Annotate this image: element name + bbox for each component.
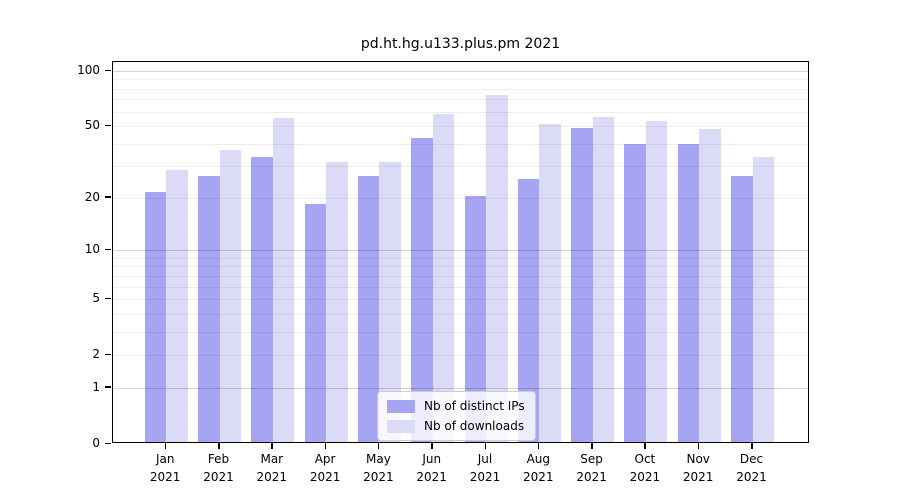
bar-ips-jan: [144, 192, 167, 442]
bar-downloads-nov: [699, 129, 721, 442]
distinct-ips-swatch: [387, 399, 415, 413]
gridline-minor-9: [113, 257, 808, 259]
bar-ips-sep: [571, 127, 593, 442]
legend-entry-distinct-ips: Nb of distinct IPs: [387, 399, 525, 413]
x-tick-label-nov: Nov 2021: [682, 452, 714, 484]
bar-ips-mar: [251, 157, 273, 442]
x-tick-label-aug: Aug 2021: [523, 452, 554, 484]
x-tick-label-oct: Oct 2021: [629, 452, 661, 484]
gridline-minor-5: [113, 299, 808, 301]
bar-downloads-oct: [645, 121, 668, 442]
y-tick-100: [105, 69, 111, 71]
x-tick-nov: [697, 443, 700, 449]
bar-ips-oct: [624, 143, 646, 442]
gridline-minor-30: [113, 166, 808, 168]
x-tick-feb: [218, 443, 220, 449]
gridline-minor-80: [113, 88, 808, 90]
x-tick-label-apr: Apr 2021: [309, 452, 341, 484]
y-tick-label-20: 20: [84, 189, 100, 204]
y-tick-50: [105, 124, 111, 127]
bar-downloads-sep: [592, 116, 615, 442]
y-tick-10: [105, 248, 111, 251]
bar-downloads-may: [379, 161, 401, 442]
y-tick-0: [105, 442, 111, 444]
bar-ips-nov: [677, 143, 700, 442]
gridline-minor-7: [113, 275, 808, 277]
bar-ips-apr: [304, 204, 327, 442]
y-tick-20: [105, 196, 111, 198]
gridline-minor-3: [113, 331, 808, 333]
y-tick-5: [105, 297, 111, 300]
x-tick-jul: [484, 443, 486, 449]
gridline-minor-90: [113, 79, 808, 81]
y-tick-label-100: 100: [77, 63, 100, 77]
x-tick-label-jun: Jun 2021: [416, 452, 447, 484]
bar-ips-aug: [517, 178, 540, 442]
y-tick-label-5: 5: [92, 291, 100, 306]
gridline-minor-6: [113, 286, 808, 288]
gridline-minor-60: [113, 111, 808, 113]
y-tick-label-1: 1: [92, 379, 100, 394]
x-tick-label-may: May 2021: [363, 452, 394, 484]
x-tick-sep: [591, 443, 593, 449]
gridline-minor-70: [113, 99, 808, 101]
bar-downloads-jan: [166, 169, 188, 442]
bar-downloads-apr: [326, 161, 348, 442]
gridline-minor-2: [113, 355, 808, 357]
legend: Nb of distinct IPs Nb of downloads: [377, 391, 536, 441]
bar-downloads-jul: [486, 95, 508, 442]
x-tick-dec: [751, 443, 753, 449]
gridline-major-100: [113, 71, 808, 72]
plot-area: [112, 61, 809, 443]
bar-downloads-dec: [752, 157, 774, 442]
gridline-minor-4: [113, 313, 808, 315]
y-tick-label-50: 50: [84, 118, 100, 133]
y-tick-label-2: 2: [92, 347, 100, 362]
bar-downloads-feb: [219, 150, 241, 442]
gridline-minor-20: [113, 197, 808, 199]
y-tick-label-10: 10: [84, 242, 100, 257]
bar-downloads-aug: [539, 124, 561, 442]
x-tick-aug: [537, 443, 540, 449]
x-tick-oct: [644, 443, 646, 449]
legend-label-downloads: Nb of downloads: [424, 419, 525, 433]
x-tick-label-jan: Jan 2021: [149, 452, 181, 484]
x-tick-label-mar: Mar 2021: [256, 452, 288, 484]
y-tick-1: [105, 386, 111, 388]
x-tick-label-jul: Jul 2021: [469, 452, 501, 484]
x-tick-jun: [431, 443, 433, 449]
gridline-minor-40: [113, 143, 808, 145]
legend-label-distinct-ips: Nb of distinct IPs: [424, 399, 525, 413]
x-tick-label-feb: Feb 2021: [203, 452, 234, 484]
gridline-major-10: [113, 250, 808, 252]
gridline-minor-8: [113, 266, 808, 268]
chart-title: pd.ht.hg.u133.plus.pm 2021: [360, 36, 561, 52]
bar-ips-jul: [464, 195, 486, 442]
bar-ips-feb: [198, 175, 220, 442]
y-tick-2: [105, 353, 111, 356]
x-tick-jan: [164, 443, 167, 449]
bar-ips-jun: [411, 138, 433, 442]
legend-entry-downloads: Nb of downloads: [387, 419, 525, 433]
y-tick-label-0: 0: [92, 436, 100, 450]
bar-ips-may: [357, 175, 380, 442]
gridline-major-1: [113, 387, 808, 389]
bar-downloads-mar: [272, 118, 295, 442]
downloads-swatch: [387, 419, 415, 433]
gridline-minor-50: [113, 126, 808, 128]
bar-downloads-jun: [432, 113, 455, 442]
x-tick-mar: [271, 443, 273, 449]
x-tick-may: [377, 443, 380, 449]
x-tick-label-sep: Sep 2021: [576, 452, 607, 484]
x-tick-label-dec: Dec 2021: [736, 452, 767, 484]
x-tick-apr: [324, 443, 327, 449]
bar-ips-dec: [731, 175, 753, 442]
